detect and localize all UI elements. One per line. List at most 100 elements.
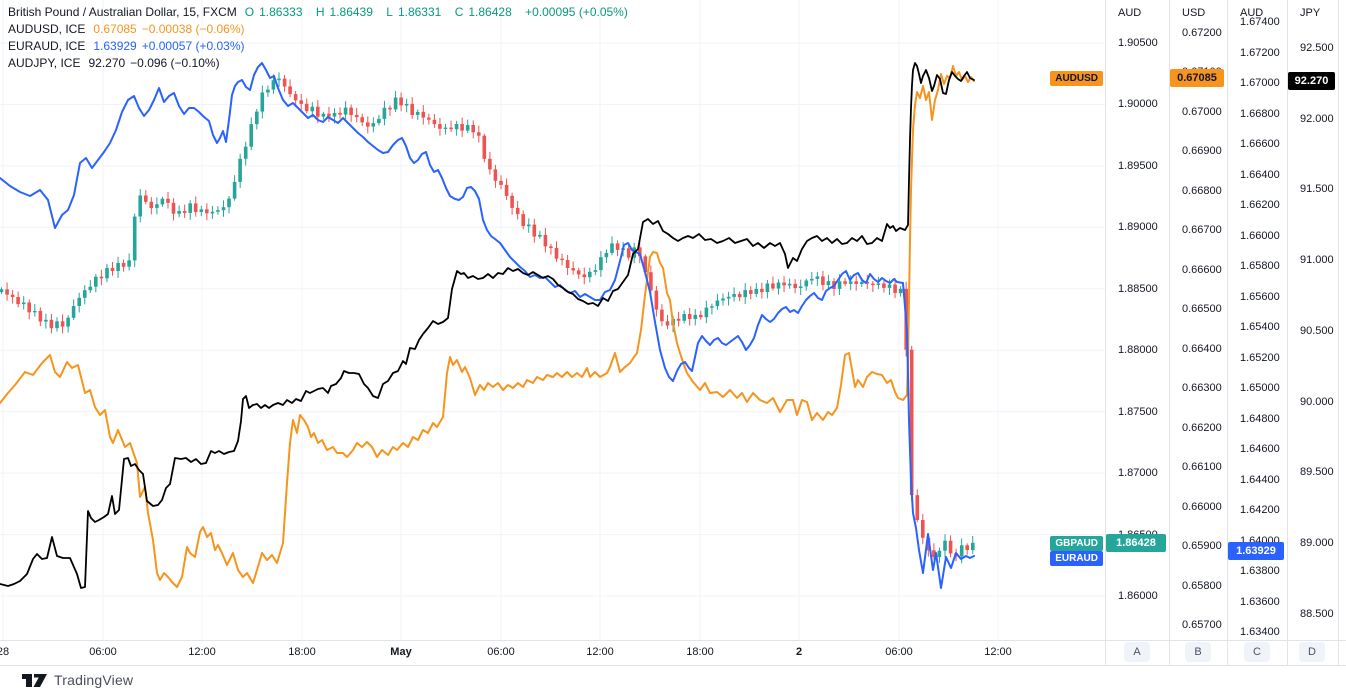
price-tick-label: 0.67200: [1182, 27, 1222, 39]
price-tick-label: 1.67200: [1240, 47, 1280, 59]
price-tick-label: 1.66400: [1240, 169, 1280, 181]
price-tick-label: 92.000: [1300, 113, 1334, 125]
ohlc-values: O 1.86333 H 1.86439 L 1.86331 C 1.86428 +0.0…: [244, 5, 628, 19]
symbol-title[interactable]: British Pound / Australian Dollar, 15, F…: [8, 5, 237, 19]
chart-svg: [0, 0, 1105, 640]
price-tick-label: 1.63800: [1240, 565, 1280, 577]
price-tick-label: 0.65900: [1182, 540, 1222, 552]
price-tick-label: 0.66800: [1182, 185, 1222, 197]
price-tick-label: 88.500: [1300, 608, 1334, 620]
overlay-symbol[interactable]: AUDJPY, ICE: [8, 56, 81, 70]
price-tick-label: 1.86000: [1118, 590, 1158, 602]
legend-overlay-row-audjpy[interactable]: AUDJPY, ICE 92.270 −0.096 (−0.10%): [8, 55, 633, 72]
price-tick-label: 0.67000: [1182, 106, 1222, 118]
price-tick-label: 1.66800: [1240, 108, 1280, 120]
time-tick-label: 06:00: [487, 646, 515, 658]
right-edge-strip: [1338, 0, 1346, 665]
scale-toggle-button-b[interactable]: B: [1185, 642, 1211, 662]
tradingview-logo-icon: [22, 673, 47, 687]
price-tick-label: 89.000: [1300, 537, 1334, 549]
price-tick-label: 1.65800: [1240, 260, 1280, 272]
time-tick-label: 12:00: [586, 646, 614, 658]
price-tick-label: 0.66100: [1182, 461, 1222, 473]
price-tick-label: 0.66200: [1182, 422, 1222, 434]
price-tick-label: 1.87000: [1118, 467, 1158, 479]
price-tick-label: 1.87500: [1118, 406, 1158, 418]
legend-overlay-row-audusd[interactable]: AUDUSD, ICE 0.67085 −0.00038 (−0.06%): [8, 21, 633, 38]
audjpy-line: [0, 62, 975, 589]
chart-canvas[interactable]: AUDUSD GBPAUD EURAUD: [0, 0, 1105, 640]
price-tick-label: 1.89000: [1118, 221, 1158, 233]
price-tick-label: 0.65700: [1182, 619, 1222, 631]
legend-main-row[interactable]: British Pound / Australian Dollar, 15, F…: [8, 4, 633, 21]
audusd-line: [0, 65, 975, 588]
price-scale-currency-label: AUD: [1240, 7, 1264, 19]
time-tick-label: 12:00: [984, 646, 1012, 658]
time-tick-label: 18:00: [686, 646, 714, 658]
price-tick-label: 1.66200: [1240, 199, 1280, 211]
price-tick-label: 0.66300: [1182, 382, 1222, 394]
price-tick-label: 1.65600: [1240, 291, 1280, 303]
series-label-badge-audusd: AUDUSD: [1050, 71, 1103, 86]
last-price-badge-1.63929: 1.63929: [1228, 542, 1284, 560]
price-tick-label: 0.66400: [1182, 343, 1222, 355]
scale-toggle-button-d[interactable]: D: [1299, 642, 1325, 662]
price-scale-currency-label: AUD: [1118, 7, 1142, 19]
last-price-badge-0.67085: 0.67085: [1170, 69, 1224, 87]
overlay-values: 0.67085 −0.00038 (−0.06%): [93, 22, 245, 36]
price-tick-label: 0.66900: [1182, 145, 1222, 157]
price-tick-label: 0.66000: [1182, 501, 1222, 513]
series-label-badge-gbpaud: GBPAUD: [1050, 536, 1103, 551]
price-tick-label: 91.500: [1300, 183, 1334, 195]
time-tick-label: 06:00: [89, 646, 117, 658]
legend-overlay-row-euraud[interactable]: EURAUD, ICE 1.63929 +0.00057 (+0.03%): [8, 38, 633, 55]
gbpaud-candles: [0, 72, 975, 564]
price-tick-label: 1.66600: [1240, 138, 1280, 150]
price-scale-b[interactable]: USD0.672000.671000.670000.669000.668000.…: [1169, 0, 1227, 665]
series-label-badge-euraud: EURAUD: [1050, 551, 1103, 566]
footer-bar: TradingView: [0, 666, 1346, 694]
price-tick-label: 1.67400: [1240, 16, 1280, 28]
overlay-values: 1.63929 +0.00057 (+0.03%): [93, 39, 245, 53]
price-tick-label: 1.88500: [1118, 283, 1158, 295]
price-tick-label: 1.63400: [1240, 626, 1280, 638]
price-tick-label: 0.66700: [1182, 224, 1222, 236]
time-axis[interactable]: 28 06:00 12:00 18:00 May 06:00 12:00 18:00 2 06:0…: [0, 641, 1346, 665]
overlay-symbol[interactable]: AUDUSD, ICE: [8, 22, 86, 36]
tradingview-logo[interactable]: TradingView: [22, 672, 133, 688]
tradingview-logo-text: TradingView: [54, 672, 134, 688]
price-scale-c[interactable]: AUD 1.67400 1.67200 1.67000 1.66800 1.66600 1.…: [1227, 0, 1287, 665]
price-tick-label: 1.67000: [1240, 77, 1280, 89]
price-tick-label: 1.65000: [1240, 382, 1280, 394]
scale-toggle-button-a[interactable]: A: [1124, 642, 1150, 662]
scale-toggle-button-c[interactable]: C: [1244, 642, 1270, 662]
overlay-values: 92.270 −0.096 (−0.10%): [88, 56, 220, 70]
price-scale-d[interactable]: JPY 92.500 92.000 91.500 91.000 90.500 90.000 8…: [1287, 0, 1338, 665]
price-tick-label: 1.88000: [1118, 344, 1158, 356]
price-tick-label: 1.64600: [1240, 443, 1280, 455]
price-tick-label: 90.500: [1300, 325, 1334, 337]
time-tick-label: 2: [795, 646, 803, 658]
price-tick-label: 1.64400: [1240, 474, 1280, 486]
plot-bottom-border: [0, 640, 1346, 641]
price-scale-currency-label: JPY: [1300, 7, 1321, 19]
price-tick-label: 91.000: [1300, 254, 1334, 266]
price-tick-label: 92.500: [1300, 42, 1334, 54]
last-price-badge-92.270: 92.270: [1288, 72, 1335, 90]
price-tick-label: 1.89500: [1118, 160, 1158, 172]
time-axis-border: [0, 665, 1346, 666]
time-tick-label: 28: [0, 646, 10, 658]
price-tick-label: 1.65400: [1240, 321, 1280, 333]
last-price-badge-1.86428: 1.86428: [1106, 534, 1166, 552]
price-scale-currency-label: USD: [1182, 7, 1206, 19]
grid-lines: [0, 0, 1105, 640]
price-tick-label: 1.90500: [1118, 37, 1158, 49]
euraud-line: [0, 62, 975, 589]
price-tick-label: 1.64800: [1240, 413, 1280, 425]
overlay-symbol[interactable]: EURAUD, ICE: [8, 39, 86, 53]
price-tick-label: 89.500: [1300, 466, 1334, 478]
time-tick-label: 18:00: [288, 646, 316, 658]
price-tick-label: 0.66500: [1182, 303, 1222, 315]
price-scale-a[interactable]: AUD 1.90500 1.90000 1.89500 1.89000 1.88500 1.…: [1105, 0, 1169, 665]
